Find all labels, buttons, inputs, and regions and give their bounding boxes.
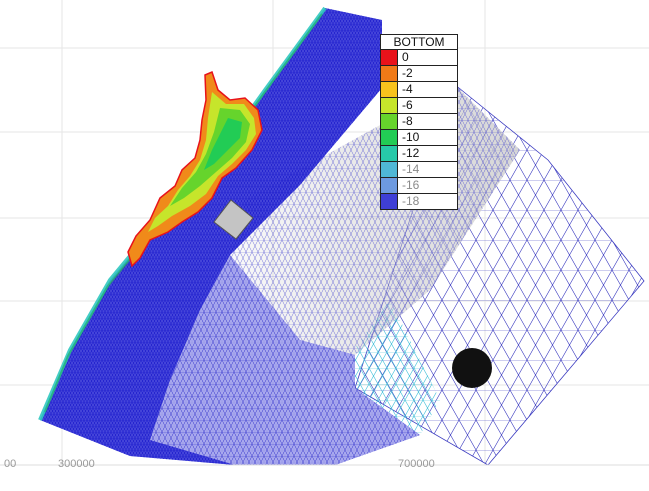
grey-square-patch — [213, 199, 254, 240]
depth-legend: BOTTOM 0 -2 -4 -6 -8 -10 -12 -14 -16 -18 — [380, 34, 458, 210]
legend-row: -8 — [381, 114, 457, 130]
legend-label: -16 — [402, 178, 420, 192]
legend-swatch — [381, 82, 398, 97]
legend-row: -14 — [381, 162, 457, 178]
legend-row: -10 — [381, 130, 457, 146]
legend-row: -6 — [381, 98, 457, 114]
legend-row: -12 — [381, 146, 457, 162]
legend-swatch — [381, 178, 398, 193]
legend-swatch — [381, 50, 398, 65]
legend-row: -4 — [381, 82, 457, 98]
legend-row: -18 — [381, 194, 457, 209]
legend-label: -4 — [402, 82, 413, 96]
legend-swatch — [381, 146, 398, 161]
legend-label: -12 — [402, 146, 420, 160]
x-tick-label-4: 700000 — [398, 458, 435, 470]
legend-label: 0 — [402, 50, 409, 64]
legend-label: -18 — [402, 194, 420, 208]
legend-row: -16 — [381, 178, 457, 194]
legend-swatch — [381, 66, 398, 81]
x-tick-label-2: 300000 — [58, 458, 95, 470]
legend-swatch — [381, 114, 398, 129]
legend-swatch — [381, 194, 398, 209]
lower-mesh-band-texture — [150, 255, 420, 465]
legend-label: -10 — [402, 130, 420, 144]
legend-label: -8 — [402, 114, 413, 128]
lagoon-bathymetry — [127, 70, 263, 268]
legend-swatch — [381, 98, 398, 113]
legend-title: BOTTOM — [381, 35, 457, 50]
legend-label: -14 — [402, 162, 420, 176]
x-tick-label-1: 00 — [4, 458, 17, 470]
legend-row: 0 — [381, 50, 457, 66]
legend-label: -6 — [402, 98, 413, 112]
black-dot-marker — [452, 348, 492, 388]
legend-row: -2 — [381, 66, 457, 82]
legend-label: -2 — [402, 66, 413, 80]
legend-swatch — [381, 130, 398, 145]
legend-swatch — [381, 162, 398, 177]
